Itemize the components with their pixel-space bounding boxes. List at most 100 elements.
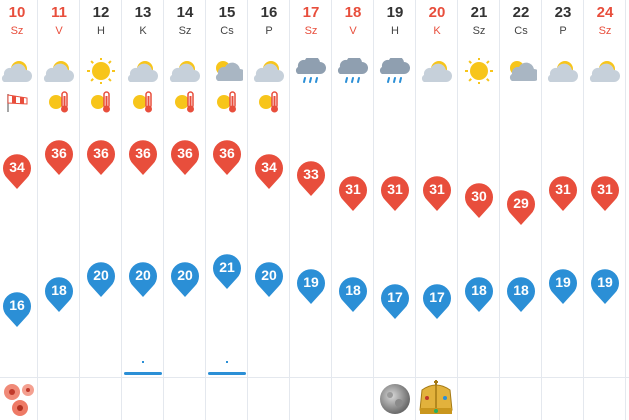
heat-warning-icon: [259, 91, 278, 113]
low-temp-pin-value: 20: [177, 267, 193, 283]
day-number: 16: [260, 4, 278, 21]
heat-warning-icon: [91, 91, 110, 113]
low-temp-pin: 16: [3, 292, 32, 327]
high-temp-pin: 30: [465, 183, 493, 218]
low-temp-pin: 20: [129, 261, 157, 297]
full-moon-icon: [380, 384, 410, 414]
heat-warning-icon: [217, 91, 236, 113]
high-temp-pin-value: 31: [429, 181, 445, 197]
high-temp-pin-value: 36: [177, 145, 193, 161]
day-of-week: Sz: [598, 25, 612, 37]
day-of-week: Cs: [220, 25, 234, 37]
partly-cloudy-icon: [509, 61, 537, 81]
sun-cloud-icon: [421, 61, 452, 82]
high-temp-pin-value: 31: [597, 181, 613, 197]
high-temp-pin-value: 30: [471, 188, 487, 204]
day-column[interactable]: 13 K 36 20: [122, 0, 164, 420]
sun-cloud-icon: [1, 61, 32, 82]
low-temp-pin: 20: [171, 261, 199, 297]
low-temp-pin: 19: [549, 269, 577, 305]
high-temp-pin: 36: [45, 140, 73, 175]
day-column[interactable]: 11 V 36 18: [38, 0, 80, 420]
low-temp-pin: 18: [339, 276, 367, 312]
day-column[interactable]: 10 Sz 34 16: [0, 0, 38, 420]
high-temp-pin: 33: [297, 161, 325, 197]
wind-flag-icon: [7, 94, 28, 112]
day-column[interactable]: 20 K 31 17: [416, 0, 458, 420]
day-column[interactable]: 21 Sz 30 18: [458, 0, 500, 420]
day-column[interactable]: 19 H 31 17: [374, 0, 416, 420]
high-temp-pin-value: 34: [261, 159, 277, 175]
day-column[interactable]: 16 P 34 20: [248, 0, 290, 420]
high-temp-pin: 29: [507, 190, 535, 225]
low-temp-pin: 20: [255, 261, 283, 297]
day-number: 23: [554, 4, 572, 21]
sun-icon: [465, 58, 493, 84]
low-temp-pin-value: 18: [51, 282, 67, 298]
day-number: 10: [8, 4, 26, 21]
high-temp-pin: 31: [423, 175, 451, 211]
day-number: 22: [512, 4, 530, 21]
day-column[interactable]: 24 Sz 31 19: [584, 0, 626, 420]
day-number: 17: [302, 4, 320, 21]
high-temp-pin-value: 33: [303, 166, 319, 182]
high-temp-pin: 36: [129, 140, 157, 175]
heat-warning-icon: [133, 91, 152, 113]
sun-cloud-icon: [127, 61, 158, 82]
day-number: 19: [386, 4, 404, 21]
low-temp-pin: 19: [297, 269, 325, 305]
high-temp-pin-value: 36: [135, 145, 151, 161]
high-temp-pin: 31: [549, 175, 577, 211]
day-number: 21: [470, 4, 488, 21]
heat-warning-icon: [49, 91, 68, 113]
high-temp-pin-value: 31: [345, 181, 361, 197]
day-of-week: Sz: [304, 25, 318, 37]
precip-tick: [226, 361, 228, 363]
precip-tick: [142, 361, 144, 363]
sun-cloud-icon: [169, 61, 200, 82]
heat-warning-icon: [175, 91, 194, 113]
day-column[interactable]: 12 H 36 20: [80, 0, 122, 420]
high-temp-pin-value: 36: [219, 145, 235, 161]
day-of-week: Sz: [472, 25, 486, 37]
day-column[interactable]: 22 Cs 29 18: [500, 0, 542, 420]
day-of-week: Cs: [514, 25, 528, 37]
partly-cloudy-icon: [215, 61, 243, 81]
day-column[interactable]: 17 Sz 33 19: [290, 0, 332, 420]
low-temp-pin-value: 18: [471, 282, 487, 298]
sun-icon: [87, 58, 115, 84]
day-of-week: H: [391, 25, 399, 37]
sun-cloud-icon: [253, 61, 284, 82]
day-of-week: K: [139, 25, 147, 37]
low-temp-pin-value: 20: [261, 267, 277, 283]
day-of-week: P: [559, 25, 567, 37]
day-number: 12: [92, 4, 110, 21]
divider: [0, 377, 629, 378]
day-number: 14: [176, 4, 194, 21]
high-temp-pin-value: 31: [555, 181, 571, 197]
day-number: 13: [134, 4, 152, 21]
day-number: 24: [596, 4, 614, 21]
day-number: 18: [344, 4, 362, 21]
day-of-week: H: [97, 25, 105, 37]
low-temp-pin: 17: [423, 284, 451, 320]
low-temp-pin: 18: [507, 276, 535, 312]
day-column[interactable]: 18 V 31 18: [332, 0, 374, 420]
low-temp-pin-value: 18: [513, 282, 529, 298]
high-temp-pin: 36: [213, 140, 241, 175]
sun-cloud-icon: [43, 61, 74, 82]
high-temp-pin-value: 29: [513, 195, 529, 211]
sun-cloud-icon: [547, 61, 578, 82]
low-temp-pin-value: 19: [555, 274, 571, 290]
low-temp-pin-value: 21: [219, 259, 235, 275]
high-temp-pin-value: 36: [51, 145, 67, 161]
high-temp-pin: 36: [171, 140, 199, 175]
high-temp-pin-value: 36: [93, 145, 109, 161]
day-number: 11: [51, 4, 67, 21]
day-column[interactable]: 23 P 31 19: [542, 0, 584, 420]
high-temp-pin: 36: [87, 140, 115, 175]
day-column[interactable]: 15 Cs 36 21: [206, 0, 248, 420]
day-column[interactable]: 14 Sz 36 20: [164, 0, 206, 420]
low-temp-pin: 20: [87, 261, 115, 297]
